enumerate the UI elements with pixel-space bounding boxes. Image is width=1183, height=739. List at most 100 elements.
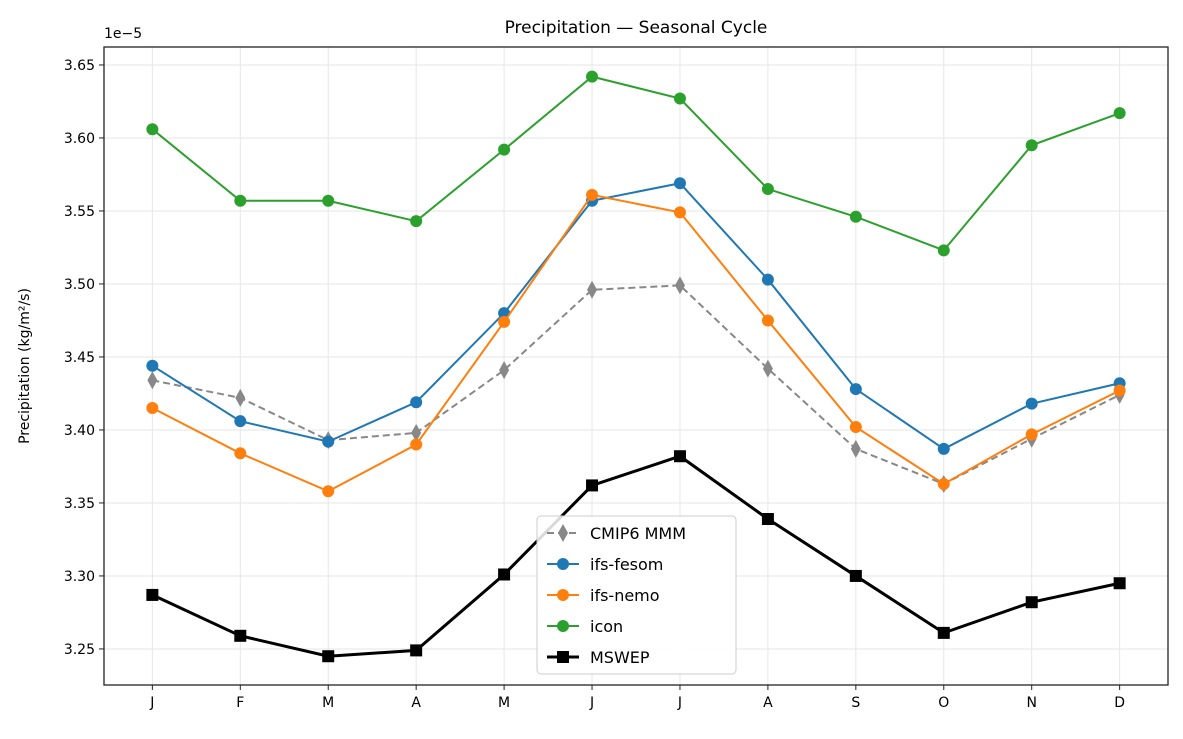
- data-point: [673, 92, 686, 105]
- data-point: [234, 447, 247, 460]
- data-point: [850, 439, 861, 458]
- y-tick-label: 3.35: [64, 496, 95, 512]
- data-point: [234, 415, 247, 428]
- data-point: [1025, 139, 1038, 152]
- data-point: [498, 568, 511, 581]
- data-point: [146, 123, 159, 136]
- y-tick-label: 3.30: [64, 569, 95, 585]
- data-point: [849, 383, 862, 396]
- data-point: [322, 194, 335, 207]
- legend-box: [536, 515, 737, 675]
- data-point: [586, 188, 599, 201]
- legend-label: ifs-fesom: [590, 555, 663, 574]
- data-point: [234, 194, 247, 207]
- data-point: [322, 650, 335, 663]
- legend-swatch-marker: [557, 620, 569, 632]
- y-tick-label: 3.25: [64, 642, 95, 658]
- data-point: [410, 438, 423, 451]
- data-point: [673, 177, 686, 190]
- x-tick-label: D: [1114, 695, 1125, 711]
- data-point: [410, 396, 423, 409]
- legend-label: CMIP6 MMM: [590, 524, 686, 543]
- data-point: [761, 183, 774, 196]
- data-point: [146, 588, 159, 601]
- data-point: [1113, 384, 1126, 397]
- series-mswep: [146, 450, 1126, 663]
- data-point: [1025, 397, 1038, 410]
- y-offset-label: 1e−5: [104, 26, 142, 42]
- data-point: [410, 215, 423, 228]
- data-point: [322, 485, 335, 498]
- legend-item: CMIP6 MMM: [547, 524, 686, 543]
- axis-ticks: J F M A M J J A S O N D 3.25 3.30 3.35 3.40 3.45 3.50 3.55…: [64, 58, 1125, 711]
- data-point: [937, 626, 950, 639]
- series-line: [151, 75, 1120, 252]
- data-point: [322, 435, 335, 448]
- data-point: [761, 513, 774, 526]
- data-point: [235, 388, 246, 407]
- legend-item: ifs-nemo: [547, 586, 660, 605]
- x-tick-label: A: [411, 695, 421, 711]
- series-ifs-nemo: [146, 188, 1126, 498]
- x-tick-label: S: [851, 695, 860, 711]
- y-tick-label: 3.60: [64, 131, 95, 147]
- data-point: [937, 244, 950, 257]
- y-axis-label: Precipitation (kg/m²/s): [17, 288, 33, 444]
- data-point: [1025, 596, 1038, 609]
- data-point: [146, 402, 159, 415]
- x-tick-label: M: [498, 695, 510, 711]
- data-point: [411, 423, 422, 442]
- data-point: [762, 359, 773, 378]
- data-point: [499, 361, 510, 380]
- data-point: [849, 421, 862, 434]
- y-tick-label: 3.55: [64, 204, 95, 220]
- data-point: [761, 314, 774, 327]
- legend-item: icon: [547, 617, 623, 636]
- data-point: [1113, 577, 1126, 590]
- legend-item: MSWEP: [547, 648, 650, 667]
- data-point: [937, 477, 950, 490]
- legend-swatch-marker: [557, 651, 569, 663]
- series-cmip6-mmm: [147, 276, 1125, 493]
- y-tick-label: 3.40: [64, 423, 95, 439]
- series-ifs-fesom: [146, 177, 1126, 455]
- series-line: [151, 193, 1121, 493]
- data-point: [1025, 428, 1038, 441]
- series-line: [151, 454, 1120, 658]
- x-tick-label: A: [763, 695, 773, 711]
- x-tick-label: N: [1026, 695, 1036, 711]
- data-point: [234, 629, 247, 642]
- x-tick-label: O: [938, 695, 949, 711]
- data-point: [673, 450, 686, 463]
- data-point: [498, 315, 511, 328]
- plot-frame: [103, 46, 1169, 686]
- legend-swatch-marker: [557, 589, 569, 601]
- data-point: [498, 143, 511, 156]
- data-point: [849, 210, 862, 223]
- x-tick-label: F: [236, 695, 244, 711]
- data-point: [587, 280, 598, 299]
- y-tick-label: 3.45: [64, 350, 95, 366]
- chart-title: Precipitation — Seasonal Cycle: [505, 18, 768, 38]
- legend: CMIP6 MMM ifs-fesom ifs-nemo icon MSWEP: [536, 515, 737, 675]
- y-tick-label: 3.65: [64, 58, 95, 74]
- legend-item: ifs-fesom: [547, 555, 663, 574]
- data-point: [761, 273, 774, 286]
- data-point: [673, 206, 686, 219]
- legend-label: icon: [590, 617, 623, 636]
- data-point: [147, 371, 158, 390]
- data-point: [586, 479, 599, 492]
- series-line: [152, 284, 1121, 486]
- series-layer: [146, 70, 1126, 663]
- x-tick-label: J: [149, 695, 154, 711]
- x-tick-label: J: [677, 695, 682, 711]
- x-tick-label: M: [322, 695, 334, 711]
- data-point: [586, 70, 599, 83]
- data-point: [146, 359, 159, 372]
- series-line: [151, 182, 1120, 451]
- data-point: [1113, 107, 1126, 120]
- series-icon: [146, 70, 1126, 257]
- data-point: [849, 569, 862, 582]
- x-tick-label: J: [589, 695, 594, 711]
